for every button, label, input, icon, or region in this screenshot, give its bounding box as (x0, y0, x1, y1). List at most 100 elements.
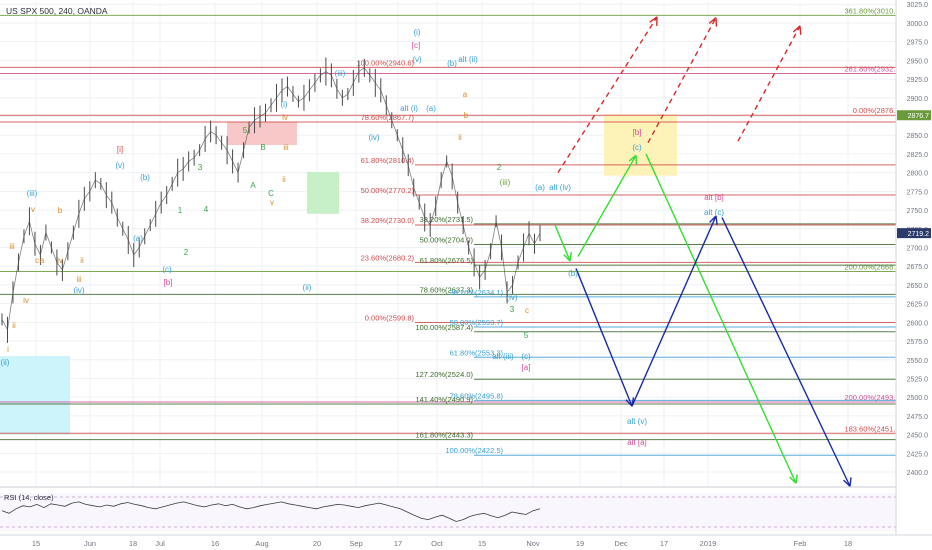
green-arrow-3 (789, 474, 798, 484)
wave-label: alt (i) (400, 104, 418, 113)
fib-label: 261.80%(2932.4) (844, 65, 902, 74)
fib-label: 161.80%(2443.3) (415, 431, 473, 440)
blue-arrow-2 (709, 215, 718, 226)
price-tag-label: 2719.2 (908, 231, 930, 238)
wave-labels: [i] (v) (iii) (b) (a) (c) [b] (iv) (ii) (i) (ii) (i… (1, 28, 725, 447)
x-tick-label: Jun (84, 539, 96, 548)
wave-label: ii (80, 256, 84, 265)
red-dashed-path-3 (737, 25, 801, 142)
fib-label: 61.80%(2553.3) (450, 348, 504, 357)
wave-label: [c] (412, 41, 420, 50)
wave-label: 3 (198, 163, 203, 172)
wave-label: (b) (140, 173, 150, 182)
y-tick-label: 2450.0 (907, 433, 929, 440)
x-tick-label: 16 (211, 539, 219, 548)
x-tick-label: Sep (349, 539, 362, 548)
fib-label: 100.00%(2587.4) (415, 323, 473, 332)
wave-label: c (35, 256, 39, 265)
wave-label: 1 (178, 206, 183, 215)
fib-label: 141.40%(2490.9) (415, 395, 473, 404)
arrow-head (628, 154, 638, 165)
wave-label: ii (282, 175, 286, 184)
x-tick-label: Oct (431, 539, 444, 548)
arrow-head (649, 16, 658, 26)
green-path-2 (577, 155, 637, 257)
x-tick-label: Aug (255, 539, 268, 548)
fib-label: 61.80%(2676.5) (420, 256, 474, 265)
price-tag (897, 228, 931, 239)
wave-label: (ii) (1, 358, 10, 367)
y-tick-label: 2925.0 (907, 77, 929, 84)
wave-label: v (31, 205, 35, 214)
y-tick-label: 2525.0 (907, 376, 929, 383)
blue-path-1 (575, 268, 633, 407)
wave-label: [i] (117, 145, 123, 154)
wave-label: b (58, 206, 63, 215)
wave-label: alt (ii) (458, 55, 478, 64)
red-arrow-2 (708, 17, 718, 27)
y-tick-label: 3000.0 (907, 21, 929, 28)
fib-label: 127.20%(2524.0) (415, 370, 473, 379)
wave-label: (v) (115, 161, 125, 170)
y-axis-background (896, 0, 932, 550)
wave-label: (b) (447, 59, 457, 68)
wave-label: (v) (412, 55, 422, 64)
y-tick-label: 2700.0 (907, 245, 929, 252)
fib-levels: 361.80%(3010.2) 261.80%(2932.4) 0.00%(2876… (0, 6, 903, 456)
x-tick-label: 15 (478, 539, 486, 548)
wave-label: (a) (133, 234, 143, 243)
green-path-1 (554, 224, 571, 262)
fib-label: 38.20%(2730.0) (361, 216, 415, 225)
red-dashed-path-2 (647, 17, 717, 144)
fib-label: 50.00%(2704.0) (420, 236, 474, 245)
y-tick-label: 2625.0 (907, 302, 929, 309)
wave-label: iii (76, 275, 82, 284)
fib-label: 183.60%(2451.8) (844, 424, 902, 433)
wave-label: (c) (632, 143, 642, 152)
x-tick-label: 18 (844, 539, 852, 548)
wave-label: alt (c) (704, 208, 724, 217)
rsi-label: RSI (14, close) (4, 493, 54, 502)
arrow-head (563, 252, 573, 262)
y-tick-label: 2950.0 (907, 58, 929, 65)
grid (0, 2, 896, 487)
x-tick-label: Dec (614, 539, 628, 548)
fib-label: 361.80%(3010.2) (844, 6, 902, 15)
y-tick-label: 2600.0 (907, 320, 929, 327)
blue-path-2 (631, 215, 717, 407)
rsi-line (1, 501, 541, 522)
wave-label: 4 (204, 205, 209, 214)
x-tick-label: Feb (794, 539, 807, 548)
y-tick-label: 2575.0 (907, 339, 929, 346)
wave-label: [b] (633, 128, 642, 137)
wave-label: (c) (162, 265, 172, 274)
rsi-band (0, 493, 896, 531)
wave-label: 2 (184, 248, 189, 257)
wave-label: C (268, 189, 274, 198)
x-tick-label: 18 (129, 539, 137, 548)
wave-label: alt [a] (627, 438, 647, 447)
y-tick-label: 2650.0 (907, 283, 929, 290)
fib-label: 23.60%(2680.2) (361, 253, 415, 262)
wave-label: iv (57, 256, 63, 265)
x-tick-label: Nov (526, 539, 540, 548)
wave-label: v (270, 198, 274, 207)
wave-label: iv (282, 113, 288, 122)
cyan-zone (0, 356, 70, 435)
y-tick-label: 3025.0 (907, 2, 929, 9)
arrow-head (708, 17, 718, 27)
fib-label: 0.00%(2599.8) (365, 313, 415, 322)
y-axis: 2400.0 2425.0 2450.0 2475.0 2500.0 2525.0 2550… (895, 0, 932, 550)
y-tick-label: 2825.0 (907, 152, 929, 159)
wave-label: c (525, 306, 529, 315)
y-tick-label: 2850.0 (907, 133, 929, 140)
red-arrow-1 (649, 16, 658, 26)
arrow-head (792, 25, 802, 35)
fib-label: 38.20%(2731.5) (420, 215, 474, 224)
wave-label: A (250, 181, 256, 190)
fib-label: 0.00%(2876.7) (853, 106, 903, 115)
wave-label: 5 (243, 126, 248, 135)
rsi-panel: RSI (14, close)80.000040.0000 (0, 486, 928, 531)
y-tick-label: 2550.0 (907, 358, 929, 365)
